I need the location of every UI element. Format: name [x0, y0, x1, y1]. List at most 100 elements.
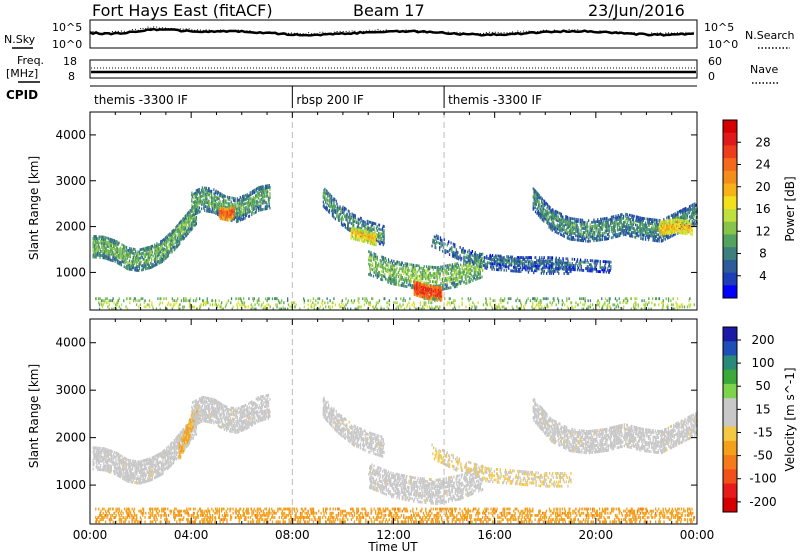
echo-cell	[171, 232, 173, 235]
echo-cell	[400, 263, 403, 267]
echo-cell	[371, 236, 373, 240]
echo-cell	[176, 245, 178, 249]
echo-cell	[453, 283, 455, 287]
echo-cell	[325, 207, 327, 210]
echo-cell	[195, 205, 197, 209]
echo-cell	[369, 233, 371, 237]
echo-cell	[351, 216, 353, 220]
echo-cell	[189, 223, 191, 227]
echo-cell	[253, 205, 255, 209]
echo-cell	[154, 264, 156, 267]
echo-cell	[122, 248, 125, 252]
echo-cell	[181, 229, 183, 232]
echo-cell	[538, 194, 540, 197]
echo-cell	[184, 217, 186, 221]
echo-cell	[370, 242, 372, 245]
echo-cell	[428, 277, 431, 281]
echo-cell	[393, 274, 395, 278]
echo-cell	[347, 215, 349, 219]
echo-cell	[336, 208, 338, 212]
echo-cell	[441, 239, 443, 242]
echo-cell	[358, 222, 360, 225]
echo-cell	[413, 280, 415, 284]
echo-cell	[113, 245, 115, 248]
echo-cell	[247, 209, 249, 213]
echo-cell	[376, 276, 378, 280]
echo-cell	[210, 198, 213, 201]
echo-cell	[264, 188, 267, 192]
echo-cell	[349, 229, 351, 233]
echo-cell	[375, 233, 377, 236]
echo-cell	[549, 206, 551, 209]
echo-cell	[151, 265, 153, 269]
echo-cell	[178, 232, 180, 236]
echo-cell	[457, 276, 459, 280]
echo-cell	[165, 244, 167, 247]
echo-cell	[386, 267, 388, 271]
echo-cell	[371, 238, 373, 241]
echo-cell	[109, 237, 111, 241]
echo-cell	[246, 195, 248, 199]
echo-cell	[115, 244, 117, 247]
echo-cell	[347, 222, 349, 225]
echo-cell	[203, 198, 205, 202]
echo-cell	[207, 201, 210, 205]
echo-cell	[210, 204, 213, 208]
echo-cell	[106, 236, 108, 240]
echo-cell	[378, 240, 380, 243]
echo-cell	[375, 273, 377, 277]
echo-cell	[374, 256, 376, 260]
echo-cell	[332, 204, 334, 208]
beam-title: Beam 17	[353, 1, 425, 20]
echo-cell	[162, 249, 164, 252]
echo-cell	[355, 234, 358, 237]
echo-cell	[384, 277, 387, 281]
echo-cell	[254, 197, 256, 200]
echo-cell	[452, 275, 454, 279]
echo-cell	[364, 240, 366, 244]
echo-cell	[539, 203, 541, 206]
echo-cell	[182, 232, 184, 236]
echo-cell	[266, 203, 268, 206]
echo-cell	[94, 245, 97, 249]
echo-cell	[213, 207, 216, 210]
echo-cell	[395, 276, 397, 280]
echo-cell	[146, 263, 148, 266]
echo-cell	[134, 260, 136, 264]
echo-cell	[416, 264, 418, 268]
echo-cell	[144, 253, 147, 256]
echo-cell	[185, 231, 188, 235]
echo-cell	[475, 269, 477, 273]
echo-cell	[343, 208, 346, 212]
echo-cell	[323, 191, 325, 194]
echo-cell	[99, 256, 101, 259]
echo-cell	[381, 266, 384, 269]
echo-cell	[162, 253, 164, 257]
echo-cell	[406, 270, 409, 274]
echo-cell	[446, 278, 448, 282]
echo-cell	[116, 254, 118, 258]
echo-cell	[338, 213, 340, 216]
echo-cell	[188, 218, 190, 222]
echo-cell	[589, 223, 591, 226]
echo-cell	[416, 278, 419, 282]
echo-cell	[401, 282, 403, 285]
echo-cell	[461, 267, 463, 270]
echo-cell	[352, 235, 354, 238]
echo-cell	[435, 282, 437, 286]
echo-cell	[424, 275, 426, 279]
echo-cell	[151, 251, 153, 254]
echo-cell	[251, 210, 254, 214]
echo-cell	[434, 276, 436, 280]
echo-cell	[388, 277, 390, 280]
echo-cell	[107, 253, 109, 257]
echo-cell	[600, 234, 602, 237]
echo-cell	[109, 250, 111, 253]
echo-cell	[190, 210, 192, 213]
echo-cell	[207, 191, 210, 195]
echo-cell	[235, 218, 238, 221]
echo-cell	[101, 254, 103, 257]
echo-cell	[350, 217, 352, 221]
echo-cell	[217, 209, 219, 212]
echo-cell	[372, 223, 374, 227]
